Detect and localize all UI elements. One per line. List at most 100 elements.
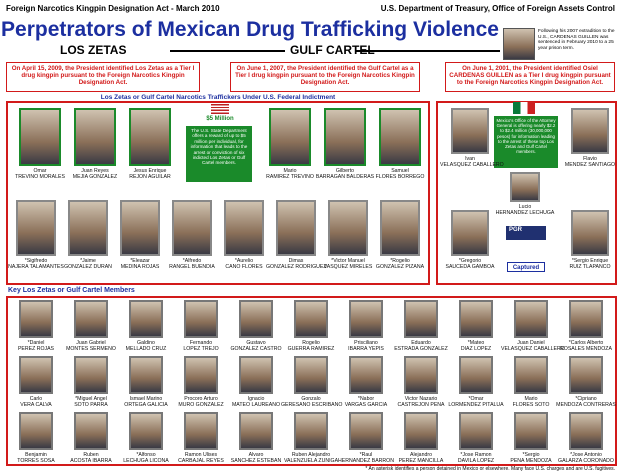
person-first-name: Ramon Ulises [184, 452, 218, 458]
section-heading: Key Los Zetas or Gulf Cartel Members [8, 287, 135, 294]
person-last-name: MURO GONZALEZ [178, 402, 224, 408]
person-last-name: DAVILA LOPEZ [457, 458, 495, 464]
person-first-name: *Jose Ramon [460, 452, 492, 458]
person-last-name: GALARZA CORONADO [558, 458, 614, 464]
photo [74, 300, 108, 338]
pgr-badge: PGR [506, 226, 546, 240]
person-first-name: Dimas [288, 258, 304, 264]
photo [184, 356, 218, 394]
photo [129, 108, 171, 166]
person-first-name: *Alfredo [182, 258, 202, 264]
person-first-name: *Victor Manuel [331, 258, 365, 264]
photo [379, 108, 421, 166]
photo [19, 108, 61, 166]
photo [324, 108, 366, 166]
person-last-name: VELASQUEZ CABALLERO [440, 162, 504, 168]
person-first-name: Alejandro [410, 452, 432, 458]
person-first-name: *Sigifredo [24, 258, 48, 264]
person-first-name: Victor Nazario [404, 396, 438, 402]
person-first-name: *Miguel Angel [75, 396, 107, 402]
person-last-name: LORMENDEZ PITALUA [448, 402, 504, 408]
person-last-name: TREVINO MORALES [15, 174, 65, 180]
photo [569, 356, 603, 394]
photo [120, 200, 160, 256]
person-last-name: CARBAJAL REYES [178, 458, 224, 464]
photo [569, 412, 603, 450]
person-last-name: RUIZ TLAPANCO [569, 264, 611, 270]
person-first-name: Ignacio [247, 396, 265, 402]
person-first-name: *Jaime [80, 258, 96, 264]
person-last-name: MONTES SERMENO [66, 346, 116, 352]
person-first-name: *Eleazar [130, 258, 150, 264]
photo [510, 172, 540, 202]
photo [451, 210, 489, 256]
person-first-name: Prisciliano [354, 340, 378, 346]
notice: On June 1, 2001, the President identifie… [445, 62, 615, 92]
person-first-name: *Carlos Alberto [568, 340, 604, 346]
person-last-name: PEREZ MANCILLA [398, 458, 444, 464]
photo [269, 108, 311, 166]
photo [74, 108, 116, 166]
photo [503, 28, 535, 60]
photo [172, 200, 212, 256]
person-last-name: MENDOZA CONTRERAS [556, 402, 616, 408]
person-last-name: ESTRADA GONZALEZ [394, 346, 448, 352]
person-first-name: Gonzalo [301, 396, 321, 402]
notice: On April 15, 2009, the President identif… [6, 62, 200, 92]
person-last-name: ROSALES MENDOZA [560, 346, 612, 352]
photo [349, 356, 383, 394]
photo [74, 356, 108, 394]
photo [74, 412, 108, 450]
photo [569, 300, 603, 338]
person-last-name: GONZALEZ RODRIGUEZ [266, 264, 327, 270]
arrow [170, 50, 285, 52]
reward-amount: $5 Million [206, 116, 234, 122]
person-first-name: *Sergio [522, 452, 540, 458]
extradition-note: Following his 2007 extradition to the U.… [538, 29, 615, 51]
person-last-name: RAMIREZ TREVINO [266, 174, 314, 180]
photo [239, 356, 273, 394]
person-last-name: MEJIA GONZALEZ [72, 174, 118, 180]
person-first-name: Gilberto [335, 168, 355, 174]
person-last-name: RANGEL BUENDIA [169, 264, 215, 270]
person-last-name: MENDEZ SANTIAGO [564, 162, 616, 168]
person-last-name: SAUCEDA GAMBOA [445, 264, 495, 270]
section-heading: Los Zetas or Gulf Cartel Narcotics Traff… [100, 94, 336, 101]
photo [571, 210, 609, 256]
person-first-name: *Alfonso [136, 452, 156, 458]
person-last-name: VERA CALVA [20, 402, 52, 408]
person-last-name: GERESANO ESCRIBANO [281, 402, 343, 408]
person-first-name: Ismael Marino [129, 396, 163, 402]
person-last-name: DIAZ LOPEZ [460, 346, 492, 352]
person-last-name: NAJERA TALAMANTES [8, 264, 64, 270]
person-last-name: LECHUGA LICONA [123, 458, 169, 464]
person-first-name: *Aurelio [234, 258, 254, 264]
mexico-flag [513, 102, 535, 114]
person-last-name: MATEO LAUREANO [231, 402, 281, 408]
captured-label: Captured [507, 262, 545, 272]
person-first-name: Samuel [391, 168, 409, 174]
person-last-name: CASTREJON PENA [397, 402, 445, 408]
person-first-name: Eduardo [411, 340, 431, 346]
person-first-name: *Mateo [467, 340, 485, 346]
arrow [355, 50, 500, 52]
person-first-name: *Nabor [357, 396, 375, 402]
person-first-name: *Sergio Enrique [571, 258, 609, 264]
person-last-name: GONZALEZ DURAN [64, 264, 112, 270]
photo [239, 412, 273, 450]
person-last-name: PEREZ ROJAS [17, 346, 55, 352]
photo [459, 300, 493, 338]
person-first-name: *Rogelio [390, 258, 410, 264]
person-last-name: SOTO PARRA [74, 402, 108, 408]
photo [16, 200, 56, 256]
person-first-name: Mario [524, 396, 538, 402]
person-first-name: Fernando [189, 340, 213, 346]
person-first-name: Galdino [137, 340, 155, 346]
photo [571, 108, 609, 154]
person-last-name: GUERRA RAMIREZ [287, 346, 335, 352]
footnote: * An asterisk identifies a person detain… [365, 466, 615, 472]
photo [184, 300, 218, 338]
person-last-name: VALENZUELA ZUNIGA [283, 458, 339, 464]
person-last-name: BARRAGAN BALDERAS [315, 174, 375, 180]
person-first-name: Alvaro [248, 452, 264, 458]
